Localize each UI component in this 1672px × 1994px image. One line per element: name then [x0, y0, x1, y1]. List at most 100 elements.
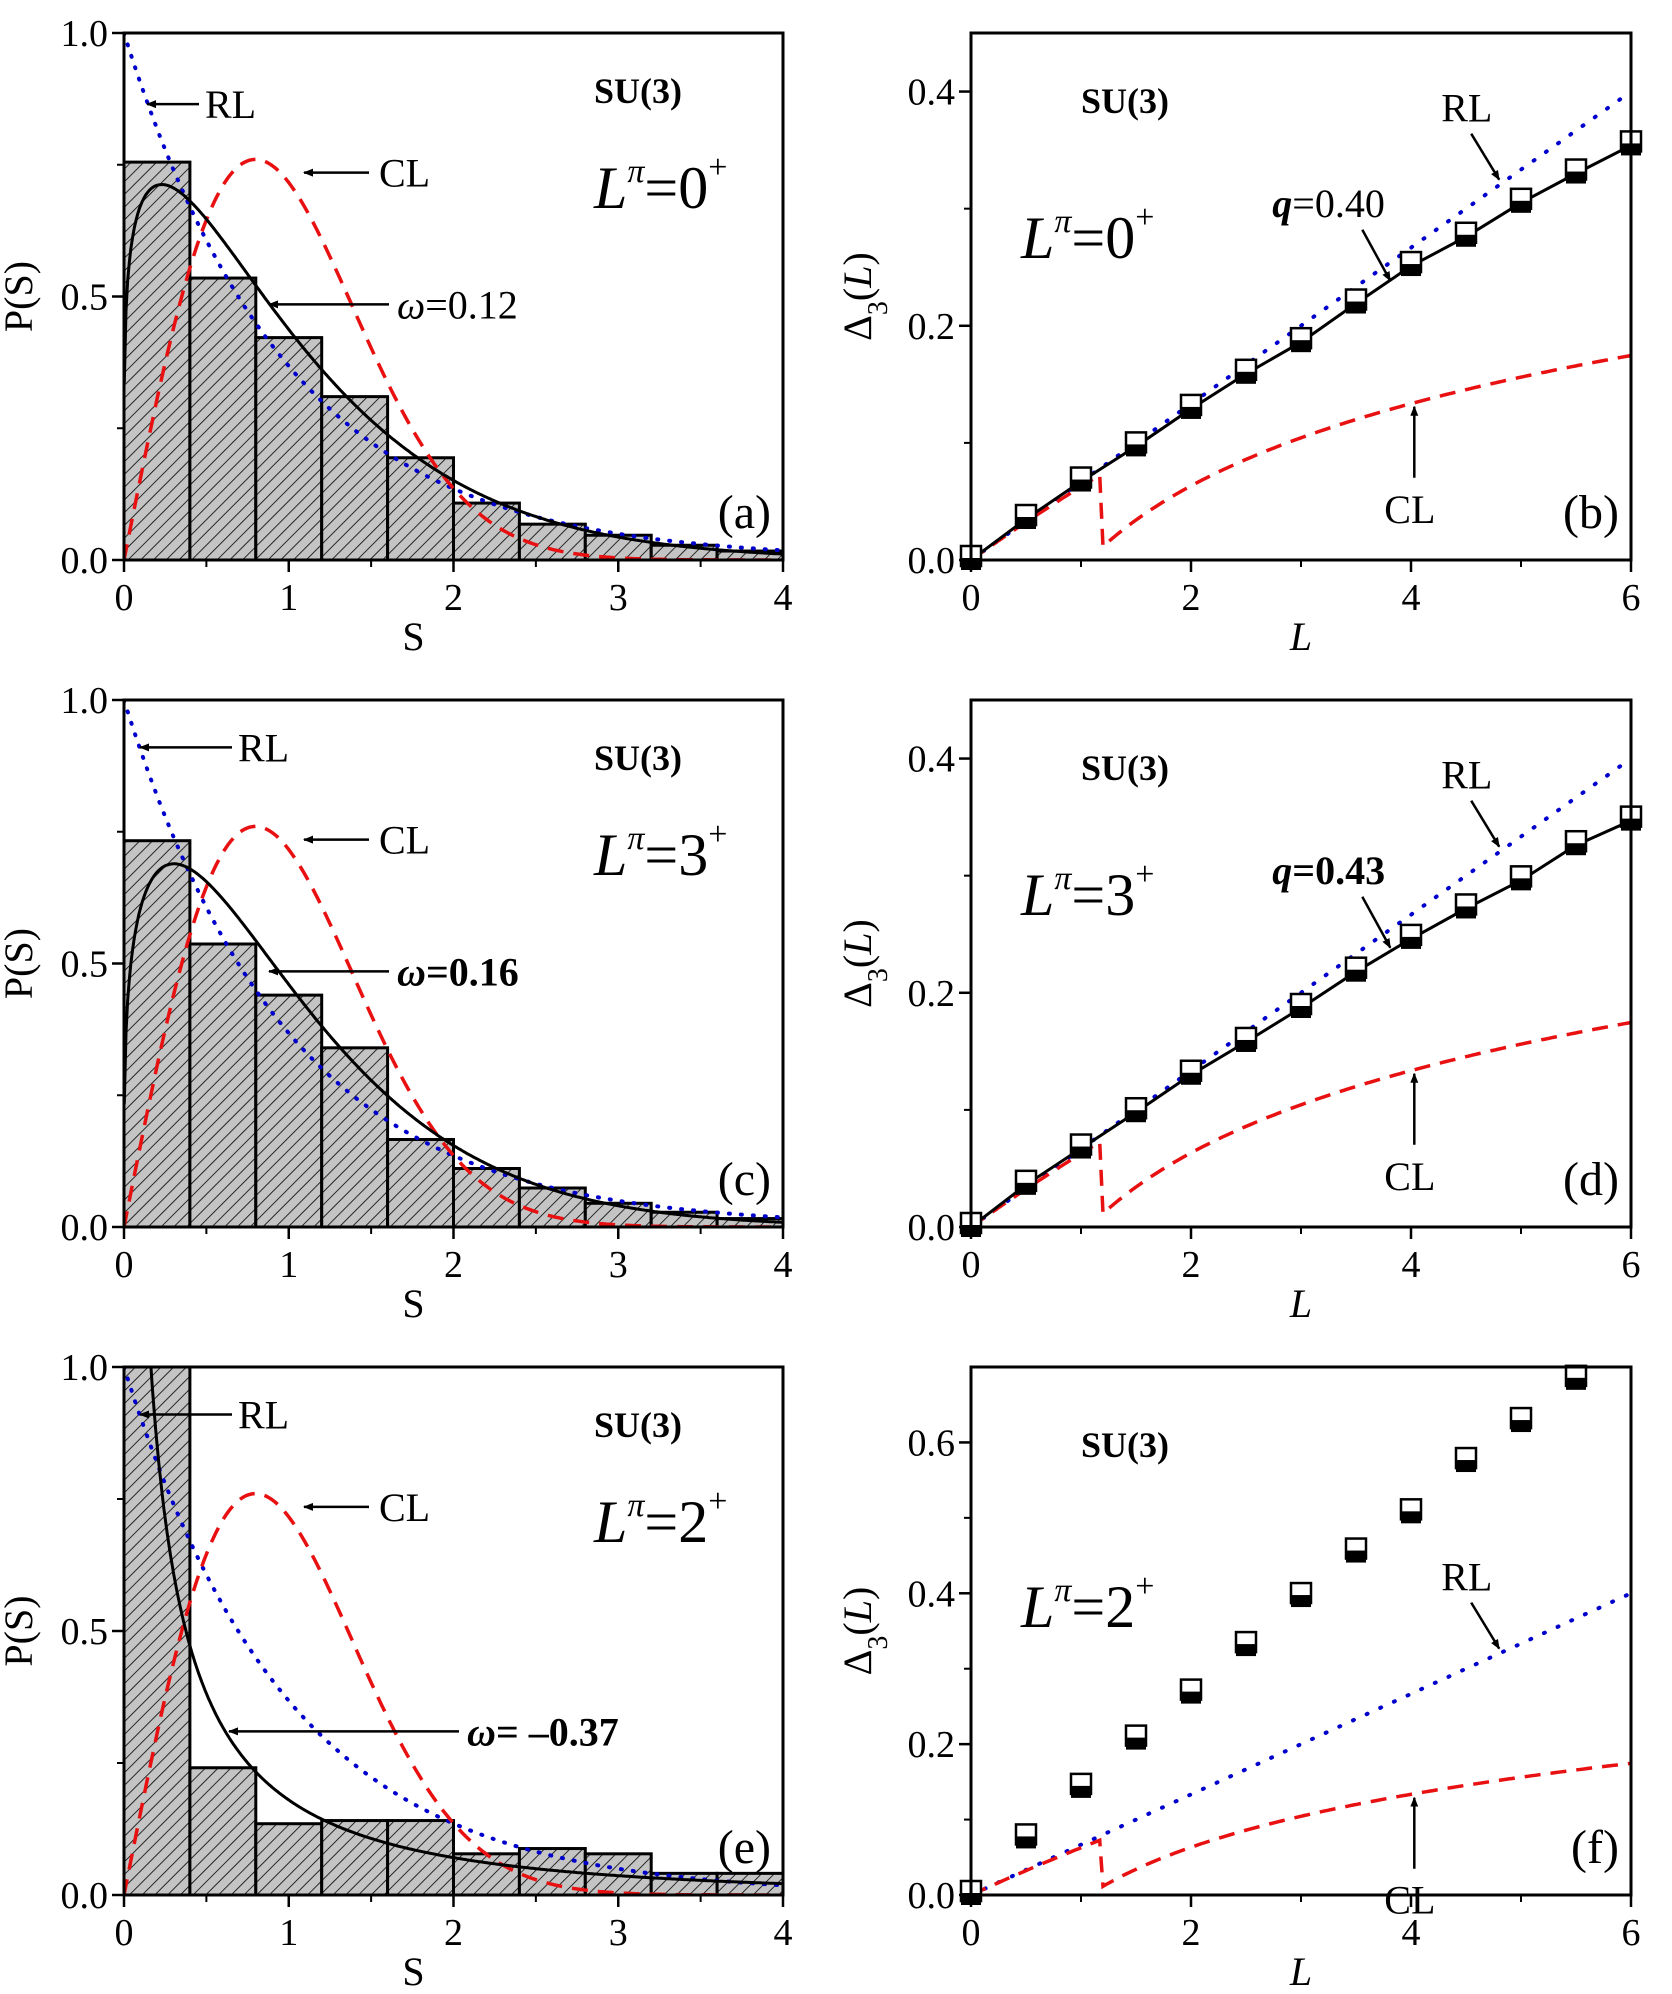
- marker-filled: [1016, 1836, 1036, 1849]
- state-parity: +: [708, 1483, 727, 1520]
- panel-tag: (d): [1563, 1153, 1619, 1206]
- x-tick-label: 4: [774, 1244, 793, 1286]
- omega-annotation: ω= –0.37: [467, 1709, 619, 1754]
- state-l: L: [1020, 1574, 1054, 1640]
- marker-filled: [1236, 371, 1256, 384]
- data-point: [1564, 829, 1588, 856]
- state-value: =2: [1071, 1574, 1135, 1640]
- y-label-subscript: 3: [863, 301, 894, 315]
- histogram-bar: [254, 336, 324, 560]
- y-label-arg: L: [835, 1600, 880, 1623]
- y-tick-label: 0.2: [908, 306, 956, 348]
- data-point: [1014, 1823, 1038, 1849]
- y-label-paren: (: [835, 955, 880, 968]
- y-tick-label: 0.5: [61, 944, 109, 986]
- histogram-bar: [452, 501, 521, 560]
- rl-arrow: [1470, 800, 1501, 848]
- x-tick-label: 6: [1622, 1244, 1641, 1286]
- omega-symbol: ω: [397, 949, 426, 994]
- histogram-bar: [386, 1819, 456, 1895]
- data-point: [1454, 1446, 1478, 1473]
- y-label-paren: (: [835, 1622, 880, 1635]
- rl-annotation: RL: [205, 82, 256, 127]
- rl-annotation: RL: [238, 725, 289, 770]
- histogram-bar: [320, 1046, 390, 1227]
- x-axis-label: S: [402, 614, 424, 659]
- x-tick-label: 1: [279, 1912, 298, 1954]
- x-tick-label: 0: [115, 1244, 134, 1286]
- panel-a: 0 1 2 3 4 0.0 0.5 1.0 S P(S) SU(3) Lπ=0+ (a) RL CL ω=0.…: [0, 13, 793, 659]
- su3-label: SU(3): [1081, 1425, 1169, 1465]
- marker-filled: [1511, 878, 1531, 891]
- data-point: [1179, 1678, 1203, 1704]
- histogram-bar: [254, 993, 324, 1227]
- rl-arrow: [1470, 1601, 1501, 1650]
- y-tick-label: 0.6: [908, 1422, 956, 1464]
- y-label-paren: ): [835, 252, 880, 265]
- data-point: [1399, 1498, 1423, 1524]
- x-tick-label: 3: [609, 577, 628, 619]
- data-point: [1179, 1059, 1203, 1085]
- x-tick-label: 2: [1182, 1912, 1201, 1954]
- y-axis-label: Δ3(L): [835, 1587, 894, 1676]
- y-label-paren: (: [835, 288, 880, 301]
- y-label-delta: Δ: [835, 1650, 880, 1676]
- state-label: Lπ=0+: [1020, 199, 1154, 271]
- state-label: Lπ=2+: [593, 1483, 727, 1555]
- marker-filled: [1181, 1691, 1201, 1704]
- marker-filled: [1181, 1072, 1201, 1085]
- y-tick-label: 0.4: [908, 1573, 956, 1615]
- marker-filled: [1236, 1039, 1256, 1052]
- data-point: [1124, 1724, 1148, 1750]
- x-tick-label: 0: [962, 1912, 981, 1954]
- y-tick-label: 0.4: [908, 739, 956, 781]
- plot-area-e: [124, 1367, 783, 1895]
- cl-annotation: CL: [379, 1485, 430, 1530]
- marker-filled: [1016, 517, 1036, 530]
- omega-value: =0.16: [426, 949, 519, 994]
- data-point: [1069, 1772, 1093, 1798]
- fit-curve: [149, 1367, 783, 1886]
- marker-filled: [1016, 1182, 1036, 1195]
- state-pi: π: [1054, 1572, 1072, 1609]
- panel-tag: (f): [1571, 1821, 1619, 1874]
- cl-annotation: CL: [1384, 487, 1435, 532]
- y-tick-label: 0.0: [61, 1207, 109, 1249]
- x-tick-label: 4: [1402, 1912, 1421, 1954]
- omega-symbol: ω: [467, 1709, 496, 1754]
- y-label-delta: Δ: [835, 982, 880, 1008]
- x-tick-label: 6: [1622, 1912, 1641, 1954]
- panel-tag: (a): [718, 486, 771, 539]
- y-tick-label: 1.0: [61, 13, 109, 55]
- x-axis-label: S: [402, 1949, 424, 1994]
- histogram-bar: [188, 1766, 258, 1895]
- marker-filled: [1456, 906, 1476, 919]
- marker-filled: [1401, 264, 1421, 277]
- state-pi: π: [627, 1487, 645, 1524]
- marker-filled: [1511, 1420, 1531, 1433]
- data-point: [1564, 1364, 1588, 1390]
- rl-annotation: RL: [238, 1393, 289, 1438]
- marker-filled: [1401, 1511, 1421, 1524]
- q-annotation: q=0.43: [1272, 848, 1385, 893]
- state-label: Lπ=2+: [1020, 1568, 1154, 1640]
- x-tick-label: 3: [609, 1244, 628, 1286]
- y-tick-label: 0.2: [908, 1724, 956, 1766]
- cl-annotation: CL: [1384, 1154, 1435, 1199]
- data-point: [1454, 221, 1478, 247]
- x-tick-label: 1: [279, 577, 298, 619]
- su3-label: SU(3): [1081, 81, 1169, 121]
- histogram-bar: [124, 160, 192, 560]
- fit-curve: [124, 862, 783, 1224]
- state-l: L: [593, 822, 627, 888]
- cl-annotation: CL: [379, 818, 430, 863]
- panel-tag: (b): [1563, 486, 1619, 539]
- marker-filled: [1126, 444, 1146, 457]
- x-axis-label: L: [1289, 614, 1312, 659]
- marker-filled: [1071, 1146, 1091, 1159]
- state-parity: +: [1135, 856, 1154, 893]
- state-label: Lπ=3+: [1020, 856, 1154, 928]
- y-label-subscript: 3: [863, 1636, 894, 1650]
